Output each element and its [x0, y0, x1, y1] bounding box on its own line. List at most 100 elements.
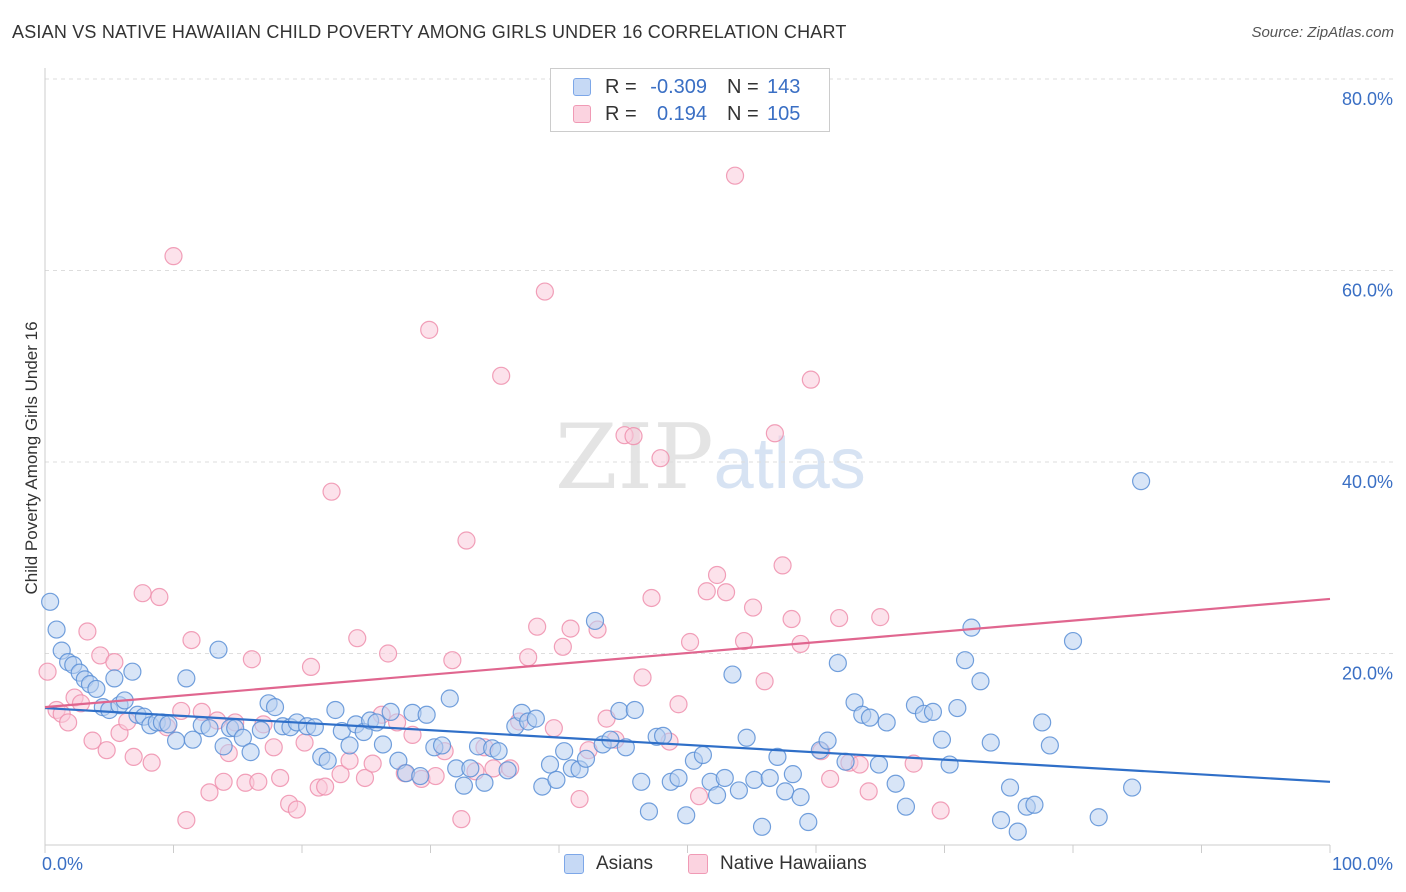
asian-point	[183, 730, 202, 749]
r-value: -0.309	[650, 75, 707, 98]
hawaiian-point	[680, 632, 700, 652]
asian-point	[715, 768, 734, 788]
hawaiian-point	[378, 644, 398, 663]
asian-point	[886, 774, 905, 793]
asian-point	[752, 817, 772, 836]
asian-point	[411, 766, 430, 786]
hawaiian-point	[544, 719, 563, 738]
asian-point	[373, 735, 393, 754]
asian-point	[585, 611, 605, 631]
asian-point	[454, 776, 474, 795]
asian-point	[540, 755, 560, 774]
hawaiian-point	[561, 619, 580, 638]
asian-point	[326, 700, 345, 720]
asian-point	[745, 770, 764, 789]
asian-point	[166, 731, 186, 750]
asian-point	[1132, 472, 1151, 491]
hawaiian-point	[642, 588, 661, 608]
axes	[44, 68, 1331, 853]
hawaiian-point	[331, 765, 350, 784]
asian-point	[318, 751, 337, 770]
asian-point	[123, 662, 142, 681]
y-tick-label: 20.0%	[1342, 664, 1393, 684]
hawaiian-point	[200, 783, 219, 802]
legend-hawaiians: Native Hawaiians	[688, 852, 867, 876]
r-label: R =	[605, 75, 637, 98]
hawaiian-point	[697, 582, 716, 601]
hawaiian-point	[553, 637, 572, 656]
asian-point	[340, 736, 359, 755]
asian-point	[526, 709, 545, 728]
asian-point	[440, 689, 459, 708]
asian-point	[616, 738, 635, 757]
hawaiian-point	[528, 617, 547, 636]
hawaiian-point	[452, 810, 471, 829]
asian-point	[241, 743, 260, 762]
hawaiian-point	[773, 556, 792, 575]
hawaiian-point	[725, 166, 745, 185]
n-value: 143	[767, 75, 801, 98]
hawaiian-point	[177, 811, 196, 830]
hawaiian-point	[322, 482, 341, 501]
asian-points	[41, 472, 1151, 841]
asian-point	[1008, 822, 1027, 841]
hawaiian-point	[363, 754, 382, 773]
hawaiian-point	[859, 782, 878, 801]
asian-point	[233, 728, 252, 747]
asian-point	[159, 715, 178, 734]
hawaiian-point	[420, 320, 439, 339]
hawaiian-point	[105, 653, 124, 672]
hawaiian-point	[755, 672, 774, 691]
asian-point	[632, 772, 651, 791]
hawaiian-point	[124, 747, 143, 767]
asian-point	[932, 730, 952, 749]
watermark-zip: ZIP	[555, 405, 714, 510]
asian-point	[896, 797, 916, 816]
hawaiian-point	[871, 608, 890, 627]
hawaiian-point	[182, 630, 201, 650]
y-tick-label: 60.0%	[1342, 281, 1393, 301]
hawaiian-point	[716, 583, 736, 602]
asian-point	[214, 737, 233, 756]
asian-point	[576, 749, 596, 768]
hawaiian-point	[931, 801, 950, 820]
hawaiians-legend-swatch	[688, 854, 708, 874]
asian-point	[669, 768, 688, 788]
hawaiian-point	[535, 282, 554, 301]
hawaiian-point	[249, 772, 268, 791]
asian-point	[305, 718, 324, 737]
hawaiian-point	[830, 608, 849, 628]
asian-point	[547, 770, 566, 789]
asian-point	[498, 761, 517, 780]
legend-row-hawaiians: R = 0.194 N = 105	[573, 102, 800, 126]
asian-point	[432, 736, 452, 755]
hawaiian-point	[287, 800, 306, 819]
asian-point	[265, 698, 285, 717]
hawaiian-point	[669, 695, 688, 714]
asian-point	[177, 669, 196, 688]
asian-point	[948, 698, 967, 718]
asian-point	[417, 705, 436, 724]
asian-point	[555, 742, 574, 761]
hawaiian-point	[651, 449, 670, 468]
r-value: 0.194	[656, 102, 707, 125]
asian-point	[923, 702, 943, 722]
asian-point	[971, 672, 990, 691]
asian-point	[799, 812, 818, 832]
asian-point	[955, 651, 975, 670]
hawaiian-point	[492, 366, 511, 385]
hawaiian-point	[271, 768, 290, 788]
asian-point	[200, 719, 219, 738]
hawaiian-point	[150, 587, 169, 607]
hawaiian-point	[707, 565, 727, 585]
hawaiian-point	[801, 370, 820, 389]
asian-point	[723, 665, 742, 684]
n-value: 105	[767, 102, 801, 125]
asian-point	[41, 592, 60, 611]
asian-point	[610, 701, 629, 721]
hawaiian-point	[295, 733, 314, 752]
hawaiians-trend-line	[44, 597, 1331, 709]
hawaiian-point	[78, 622, 97, 641]
watermark: ZIPatlas	[555, 405, 866, 510]
